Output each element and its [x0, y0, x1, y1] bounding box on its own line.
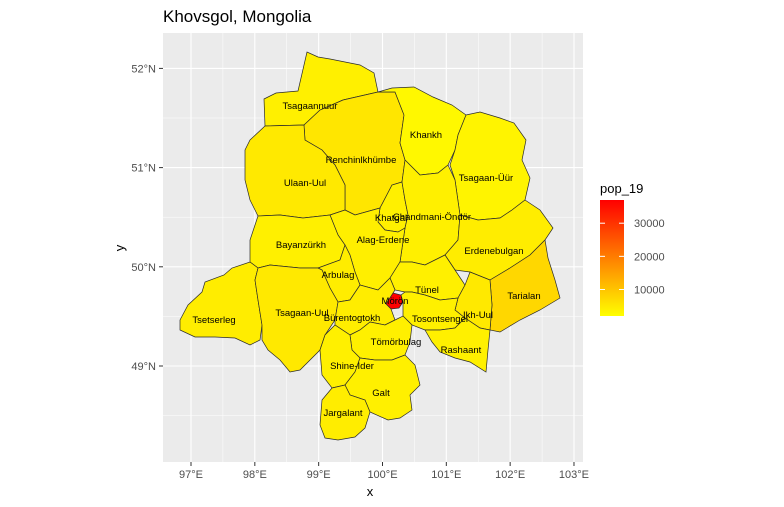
- region-label-arbulag: Arbulag: [322, 270, 355, 281]
- legend: pop_19 10000 20000 30000: [600, 181, 665, 316]
- legend-break-label: 10000: [634, 284, 665, 296]
- legend-break-label: 30000: [634, 218, 665, 230]
- region-label-khatgal: Khatgal: [375, 213, 407, 224]
- region-label-renchinlkhumbe: Renchinlkhümbe: [326, 155, 397, 166]
- region-label-tsagaan-uul: Tsagaan-Uul: [275, 308, 328, 319]
- x-tick-label: 102°E: [495, 469, 525, 481]
- region-jargalant: [319, 384, 371, 441]
- region-label-tsetserleg: Tsetserleg: [192, 315, 235, 326]
- region-label-galt: Galt: [372, 388, 390, 399]
- region-label-chandmani-ondor: Chandmani-Öndör: [393, 212, 471, 223]
- x-axis-title: x: [367, 484, 374, 499]
- region-label-burentogtokh: Bürentogtokh: [324, 313, 381, 324]
- y-tick-label: 51°N: [131, 163, 156, 175]
- x-tick-label: 97°E: [179, 469, 203, 481]
- y-tick-label: 50°N: [131, 262, 156, 274]
- y-tick-label: 49°N: [131, 361, 156, 373]
- region-label-tarialan: Tarialan: [507, 291, 540, 302]
- legend-title: pop_19: [600, 181, 643, 196]
- map-regions: [179, 51, 561, 441]
- region-rashaant: [424, 317, 491, 373]
- legend-colorbar: [600, 200, 624, 316]
- region-label-shine-ider: Shine-Ider: [330, 361, 374, 372]
- region-label-tomorbulag: Tömörbulag: [371, 337, 422, 348]
- chart-title: Khovsgol, Mongolia: [163, 7, 312, 26]
- region-label-ulaan-uul: Ulaan-Uul: [284, 178, 326, 189]
- x-tick-label: 103°E: [559, 469, 589, 481]
- region-tsagaan-uur: [449, 111, 531, 221]
- region-label-khankh: Khankh: [410, 130, 442, 141]
- region-khankh: [377, 86, 467, 176]
- region-label-tsagaan-uur: Tsagaan-Üür: [459, 173, 513, 184]
- region-label-ikh-uul: Ikh-Uul: [463, 310, 493, 321]
- x-tick-label: 101°E: [431, 469, 461, 481]
- x-tick-label: 98°E: [243, 469, 267, 481]
- region-label-alag-erdene: Alag-Erdene: [357, 235, 410, 246]
- legend-break-label: 20000: [634, 251, 665, 263]
- region-label-erdenebulgan: Erdenebulgan: [464, 246, 523, 257]
- region-label-jargalant: Jargalant: [323, 408, 362, 419]
- region-label-rashaant: Rashaant: [441, 345, 482, 356]
- region-label-tosontsengel: Tosontsengel: [412, 314, 468, 325]
- axis-ticks: 97°E 98°E 99°E 100°E 101°E 102°E 103°E 49°N 50°N…: [131, 63, 589, 481]
- region-label-moron: Mörön: [382, 296, 409, 307]
- y-axis-title: y: [112, 244, 127, 251]
- region-label-tunel: Tünel: [415, 285, 439, 296]
- region-label-bayanzurkh: Bayanzürkh: [276, 240, 326, 251]
- region-label-tsagaannuur: Tsagaannuur: [283, 101, 338, 112]
- map-labels: Tsagaannuur Renchinlkhümbe Khankh Tsagaan-Ü…: [192, 101, 540, 419]
- x-tick-label: 100°E: [367, 469, 397, 481]
- y-tick-label: 52°N: [131, 63, 156, 75]
- x-tick-label: 99°E: [307, 469, 331, 481]
